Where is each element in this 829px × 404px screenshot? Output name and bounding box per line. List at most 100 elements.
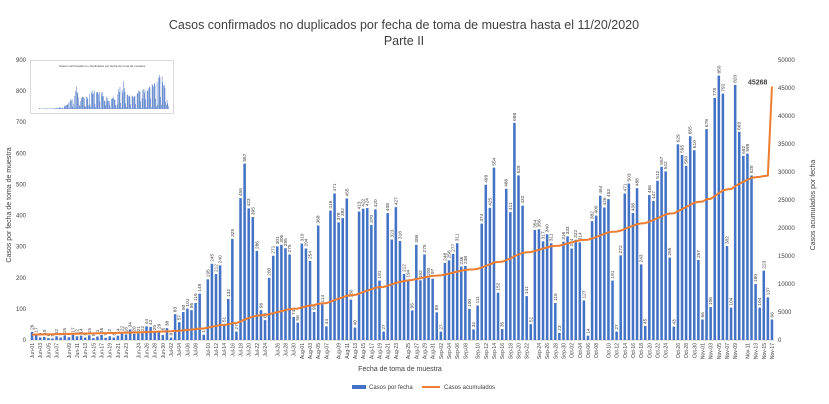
bar-value-label: 17 [34, 327, 40, 333]
x-tick-label: Oct-28 [684, 343, 690, 358]
bar [165, 328, 169, 340]
bar [656, 180, 659, 340]
bar [386, 213, 389, 340]
inset-bar [56, 107, 57, 109]
bar-value-label: 453 [606, 189, 612, 197]
bar-value-label: 257 [696, 250, 702, 258]
bar [574, 239, 578, 340]
bar-value-label: 422 [361, 198, 367, 206]
inset-bar [126, 94, 128, 109]
bar [635, 188, 639, 340]
inset-bar [75, 90, 76, 109]
x-tick-label: Oct-30 [692, 343, 698, 358]
bar-value-label: 12 [107, 329, 113, 335]
bar [79, 335, 83, 340]
x-tick-label: Oct-24 [664, 343, 670, 358]
x-tick-label: Oct-12 [615, 343, 621, 358]
bar-value-label: 29 [156, 323, 162, 329]
inset-bar [95, 107, 96, 109]
bar [590, 221, 594, 340]
bar [631, 213, 635, 340]
bar-value-label: 792 [720, 83, 726, 91]
inset-bar [99, 92, 100, 109]
chart-title: Casos confirmados no duplicados por fech… [169, 18, 639, 32]
bar-value-label: 96 [258, 302, 264, 308]
bar [721, 93, 725, 340]
x-tick-label: Oct-04 [578, 343, 584, 358]
bar-value-label: 104 [757, 297, 763, 305]
bar-value-label: 34 [471, 322, 477, 328]
inset-bar [105, 105, 106, 109]
chart-subtitle: Parte II [384, 34, 424, 48]
bar [688, 136, 692, 340]
inset-bar [76, 86, 77, 109]
bar [169, 337, 173, 340]
bar [255, 251, 259, 340]
inset-bar [74, 96, 75, 109]
bar [468, 308, 471, 340]
bar [378, 280, 381, 340]
inset-bar [166, 104, 167, 109]
legend: Casos por fecha Casos acumulados [352, 385, 495, 391]
bar-value-label: 149 [197, 283, 203, 291]
x-tick-label: Nov-01 [700, 343, 706, 359]
bar [639, 264, 643, 340]
bar [472, 329, 475, 340]
bar [697, 260, 700, 340]
bar [124, 334, 128, 340]
bar-value-label: 10 [42, 329, 48, 335]
bar-value-label: 698 [512, 113, 518, 121]
y-left-tick-label: 100 [16, 307, 27, 313]
inset-bar [60, 108, 61, 109]
inset-bar [123, 81, 124, 109]
bar-value-label: 38 [164, 321, 170, 327]
inset-bar [115, 105, 116, 109]
bar-value-label: 66 [769, 312, 775, 318]
inset-bar [101, 92, 102, 109]
inset-bar [164, 87, 166, 109]
y-right-tick-label: 0 [778, 338, 782, 344]
inset-bar [108, 101, 109, 109]
inset-bar [114, 99, 116, 109]
x-tick-label: Oct-10 [606, 343, 612, 358]
inset-bar [81, 98, 82, 109]
inset-bar [159, 75, 160, 109]
inset-bar [94, 90, 95, 109]
bar [517, 175, 520, 340]
bar [63, 335, 67, 340]
bar [447, 260, 451, 340]
bar [304, 248, 308, 340]
y-axis-left: 0 100 200 300 400 500 600 700 800 900 [16, 58, 27, 344]
inset-bar [147, 91, 149, 109]
bar-value-label: 21 [136, 326, 142, 332]
bar [341, 218, 344, 340]
x-tick-label: Jul-14 [222, 343, 228, 357]
bar [370, 224, 373, 340]
bar-value-label: 368 [316, 215, 322, 223]
x-tick-label: Jun-28 [153, 343, 159, 359]
inset-bar [93, 93, 94, 109]
legend-line-label: Casos acumulados [444, 385, 495, 391]
x-tick-label: Jun-09 [67, 343, 73, 359]
x-tick-label: Jul-18 [239, 343, 245, 357]
bar [67, 337, 71, 340]
bar [231, 238, 234, 340]
bar-value-label: 17 [70, 327, 76, 333]
x-tick-label: Sep-18 [508, 343, 514, 359]
bar-value-label: 629 [675, 134, 681, 142]
bar [570, 248, 573, 340]
x-tick-label: Nov-07 [725, 343, 731, 359]
bar-value-label: 51 [528, 316, 534, 322]
bar-value-label: 310 [299, 233, 305, 241]
inset-bar [124, 91, 126, 109]
bar [733, 84, 737, 340]
inset-bar [137, 93, 139, 109]
bar-value-label: 340 [545, 224, 551, 232]
bar-value-label: 317 [541, 231, 547, 239]
bar [566, 236, 569, 340]
bar-value-label: 408 [630, 203, 636, 211]
bar [361, 208, 365, 340]
bar [149, 326, 152, 340]
bar [161, 335, 165, 340]
inset-bar [77, 93, 79, 109]
